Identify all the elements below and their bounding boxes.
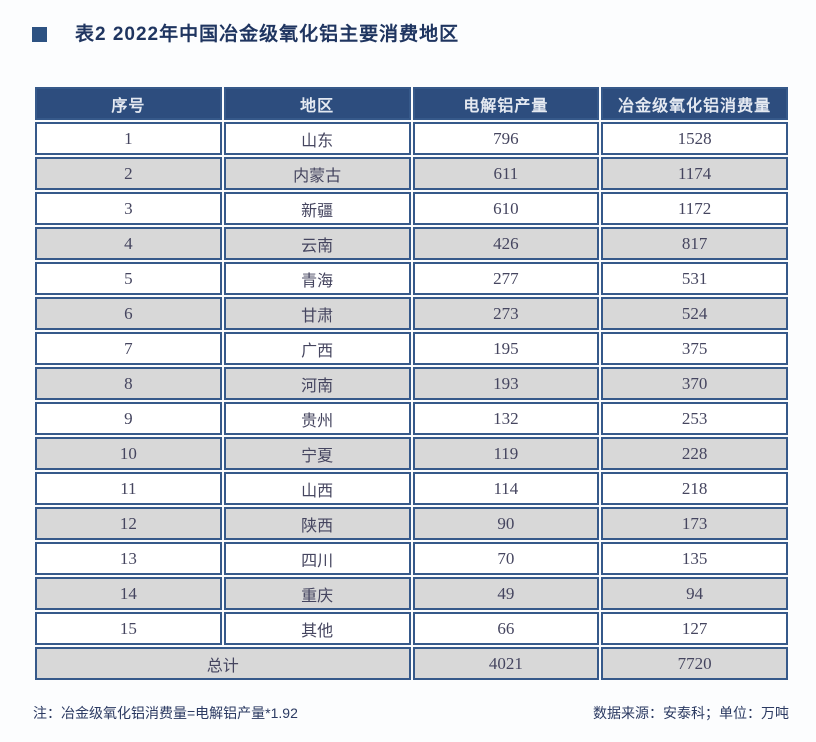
region-cell: 河南 (223, 367, 411, 400)
row-number-cell: 12 (35, 507, 222, 540)
table-row: 13 四川 70 135 (35, 542, 788, 575)
region-cell: 山西 (223, 472, 411, 505)
data-source-note: 数据来源：安泰科；单位：万吨 (593, 705, 789, 721)
row-number-cell: 2 (35, 157, 222, 190)
row-number-cell: 14 (35, 577, 222, 610)
production-cell: 610 (412, 192, 600, 225)
production-cell: 119 (412, 437, 600, 470)
consumption-cell: 94 (601, 577, 788, 610)
production-cell: 193 (412, 367, 600, 400)
table-body: 1 山东 796 1528 2 内蒙古 611 1174 3 新疆 610 1172 4 云南 426 817… (35, 122, 788, 680)
region-cell: 新疆 (223, 192, 411, 225)
production-cell: 90 (412, 507, 600, 540)
consumption-cell: 817 (601, 227, 788, 260)
region-cell: 陕西 (223, 507, 411, 540)
table-row: 7 广西 195 375 (35, 332, 788, 365)
table-row: 1 山东 796 1528 (35, 122, 788, 155)
consumption-cell: 531 (601, 262, 788, 295)
consumption-cell: 228 (601, 437, 788, 470)
row-number-cell: 8 (35, 367, 222, 400)
row-number-cell: 3 (35, 192, 222, 225)
production-cell: 132 (412, 402, 600, 435)
production-cell: 195 (412, 332, 600, 365)
consumption-cell: 218 (601, 472, 788, 505)
column-header: 序号 (35, 87, 222, 120)
total-label-cell: 总计 (35, 647, 411, 680)
production-cell: 66 (412, 612, 600, 645)
page: 表2 2022年中国冶金级氧化铝主要消费地区 序号 地区 电解铝产量 冶金级氧化铝消费… (32, 0, 816, 723)
table-row: 8 河南 193 370 (35, 367, 788, 400)
consumption-cell: 375 (601, 332, 788, 365)
region-cell: 四川 (223, 542, 411, 575)
row-number-cell: 5 (35, 262, 222, 295)
consumption-cell: 1174 (601, 157, 788, 190)
row-number-cell: 7 (35, 332, 222, 365)
region-cell: 贵州 (223, 402, 411, 435)
region-cell: 山东 (223, 122, 411, 155)
row-number-cell: 15 (35, 612, 222, 645)
production-cell: 70 (412, 542, 600, 575)
region-cell: 青海 (223, 262, 411, 295)
region-cell: 内蒙古 (223, 157, 411, 190)
production-cell: 611 (412, 157, 600, 190)
consumption-cell: 253 (601, 402, 788, 435)
row-number-cell: 11 (35, 472, 222, 505)
table-header: 序号 地区 电解铝产量 冶金级氧化铝消费量 (35, 87, 788, 120)
region-cell: 甘肃 (223, 297, 411, 330)
row-number-cell: 9 (35, 402, 222, 435)
consumption-cell: 1528 (601, 122, 788, 155)
column-header: 冶金级氧化铝消费量 (601, 87, 788, 120)
row-number-cell: 6 (35, 297, 222, 330)
table-row: 12 陕西 90 173 (35, 507, 788, 540)
production-cell: 277 (412, 262, 600, 295)
production-cell: 273 (412, 297, 600, 330)
consumption-cell: 127 (601, 612, 788, 645)
table-row: 4 云南 426 817 (35, 227, 788, 260)
production-cell: 796 (412, 122, 600, 155)
region-cell: 重庆 (223, 577, 411, 610)
region-cell: 其他 (223, 612, 411, 645)
consumption-cell: 1172 (601, 192, 788, 225)
production-cell: 49 (412, 577, 600, 610)
row-number-cell: 4 (35, 227, 222, 260)
table-title: 表2 2022年中国冶金级氧化铝主要消费地区 (75, 24, 460, 45)
column-header: 地区 (223, 87, 411, 120)
consumption-cell: 370 (601, 367, 788, 400)
table-row: 2 内蒙古 611 1174 (35, 157, 788, 190)
region-cell: 云南 (223, 227, 411, 260)
table-row: 9 贵州 132 253 (35, 402, 788, 435)
region-cell: 宁夏 (223, 437, 411, 470)
production-cell: 114 (412, 472, 600, 505)
consumption-cell: 173 (601, 507, 788, 540)
table-title-row: 表2 2022年中国冶金级氧化铝主要消费地区 (32, 0, 816, 48)
production-cell: 426 (412, 227, 600, 260)
table-row: 6 甘肃 273 524 (35, 297, 788, 330)
consumption-cell: 135 (601, 542, 788, 575)
row-number-cell: 1 (35, 122, 222, 155)
row-number-cell: 13 (35, 542, 222, 575)
footnote: 注：冶金级氧化铝消费量=电解铝产量*1.92 (33, 705, 298, 721)
table-row: 14 重庆 49 94 (35, 577, 788, 610)
total-consumption-cell: 7720 (601, 647, 788, 680)
table-header-row: 序号 地区 电解铝产量 冶金级氧化铝消费量 (35, 87, 788, 120)
square-bullet-icon (32, 27, 47, 42)
column-header: 电解铝产量 (412, 87, 600, 120)
total-production-cell: 4021 (412, 647, 600, 680)
table-row: 5 青海 277 531 (35, 262, 788, 295)
table-total-row: 总计 4021 7720 (35, 647, 788, 680)
data-table: 序号 地区 电解铝产量 冶金级氧化铝消费量 1 山东 796 1528 2 内蒙古 611 1174… (33, 85, 790, 682)
row-number-cell: 10 (35, 437, 222, 470)
table-row: 11 山西 114 218 (35, 472, 788, 505)
table-row: 10 宁夏 119 228 (35, 437, 788, 470)
table-row: 15 其他 66 127 (35, 612, 788, 645)
region-cell: 广西 (223, 332, 411, 365)
table-row: 3 新疆 610 1172 (35, 192, 788, 225)
table-footer: 注：冶金级氧化铝消费量=电解铝产量*1.92 数据来源：安泰科；单位：万吨 (33, 703, 789, 723)
consumption-cell: 524 (601, 297, 788, 330)
